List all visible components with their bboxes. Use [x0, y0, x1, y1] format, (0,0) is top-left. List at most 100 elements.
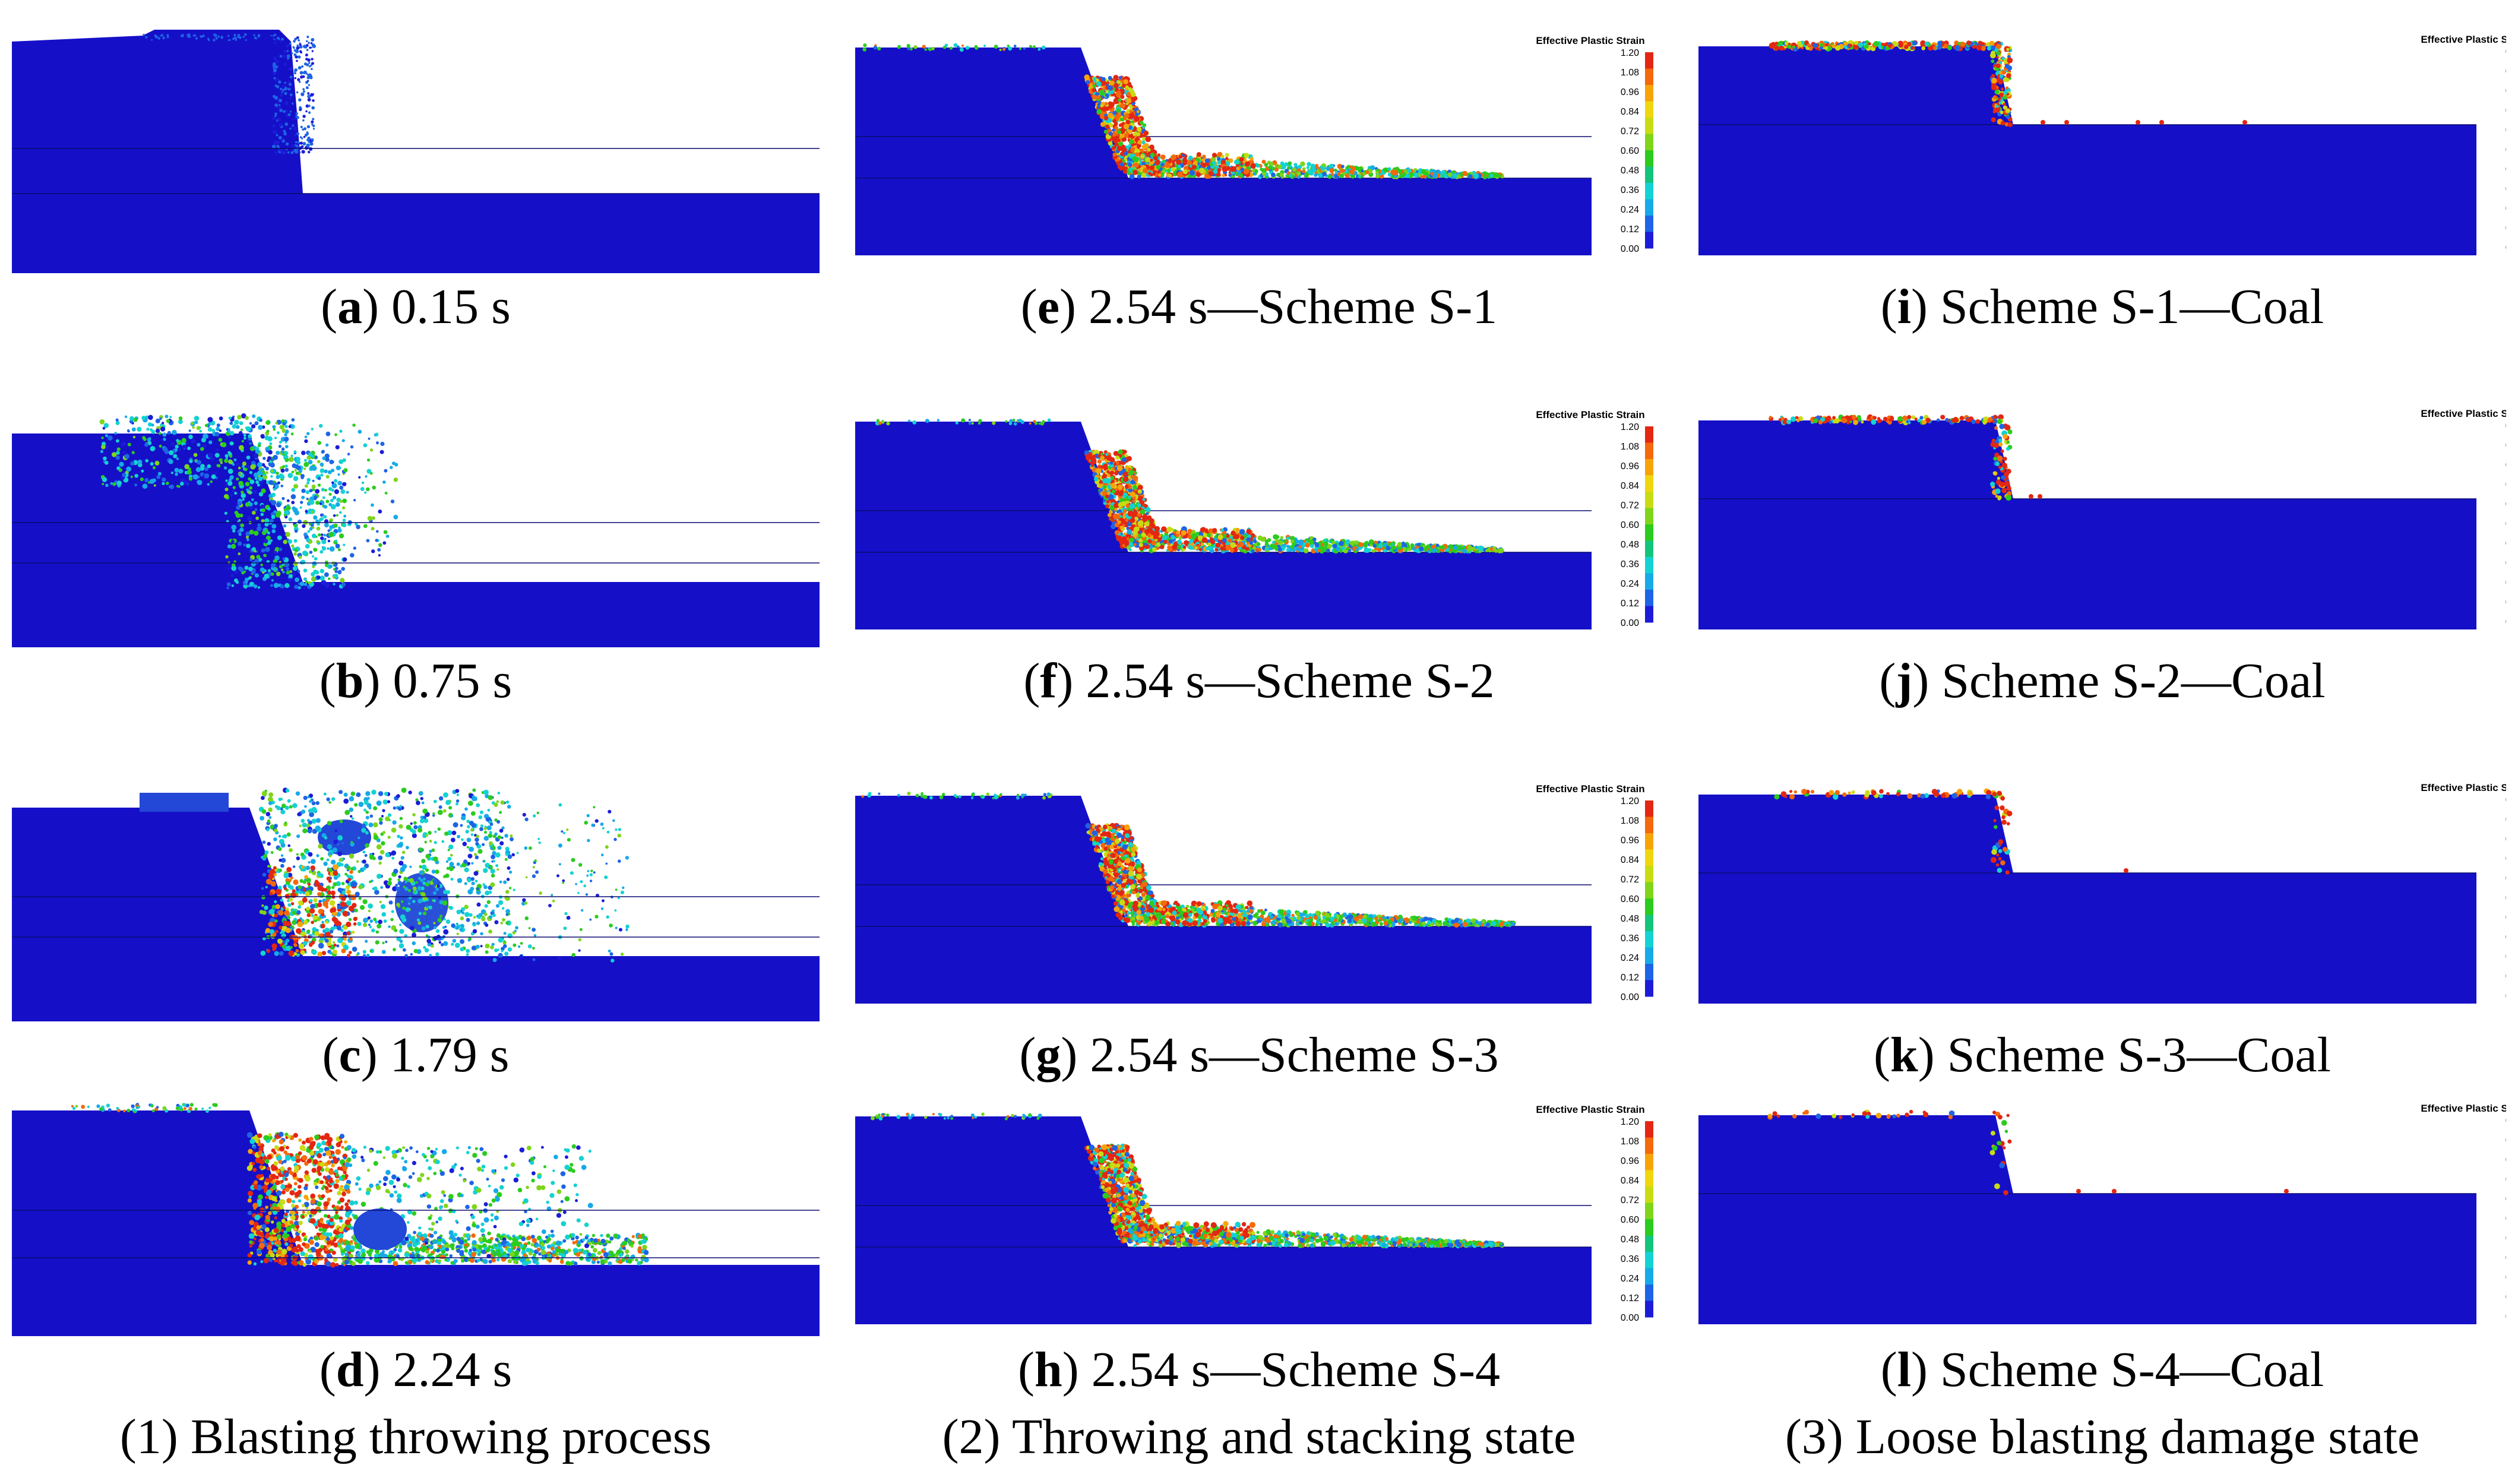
- fly-rock-particle: [329, 460, 334, 464]
- fly-rock-particle: [371, 549, 375, 553]
- fly-rock-particle: [578, 938, 581, 941]
- fractured-particle: [245, 39, 247, 41]
- muck-particle: [289, 1220, 294, 1224]
- fly-rock-particle: [230, 543, 236, 549]
- fly-rock-particle: [589, 879, 593, 882]
- fly-rock-particle: [279, 441, 282, 444]
- fly-rock-particle: [337, 480, 343, 486]
- fly-rock-particle: [239, 421, 243, 425]
- fly-rock-particle: [302, 941, 308, 946]
- muck-particle: [335, 1231, 340, 1235]
- fly-rock-particle: [443, 890, 448, 894]
- muck-particle: [330, 1262, 336, 1268]
- muck-particle: [308, 1144, 314, 1150]
- muck-particle: [609, 1251, 614, 1255]
- fly-rock-particle: [358, 1251, 361, 1254]
- fly-rock-particle: [271, 943, 277, 949]
- fractured-particle: [291, 52, 293, 55]
- fly-rock-particle: [366, 954, 370, 957]
- fly-rock-particle: [337, 937, 343, 944]
- surface-particle: [106, 1103, 110, 1108]
- fly-rock-particle: [102, 426, 106, 430]
- surface-particle: [185, 1103, 190, 1108]
- fly-rock-particle: [602, 899, 605, 903]
- fly-rock-particle: [382, 1176, 388, 1182]
- fly-rock-particle: [249, 422, 252, 425]
- fly-rock-particle: [571, 858, 575, 862]
- muck-particle: [507, 1248, 513, 1253]
- fly-rock-particle: [475, 841, 479, 846]
- muck-particle: [295, 1155, 300, 1160]
- fly-rock-particle: [321, 533, 324, 536]
- muck-particle: [429, 1259, 433, 1262]
- fly-rock-particle: [325, 931, 331, 937]
- fly-rock-particle: [489, 831, 492, 834]
- muck-particle: [323, 1235, 327, 1239]
- fly-rock-particle: [398, 943, 404, 948]
- fly-rock-particle: [197, 480, 203, 485]
- muck-particle: [308, 1254, 314, 1260]
- fly-rock-particle: [472, 795, 475, 799]
- muck-particle: [366, 1250, 370, 1254]
- fly-rock-particle: [203, 444, 207, 448]
- fly-rock-particle: [325, 457, 330, 462]
- fly-rock-particle: [286, 538, 289, 541]
- fly-rock-particle: [176, 457, 179, 460]
- fly-rock-particle: [470, 833, 474, 836]
- fly-rock-particle: [425, 868, 429, 872]
- fly-rock-particle: [340, 929, 344, 932]
- fly-rock-particle: [365, 815, 369, 819]
- fly-rock-particle: [549, 1193, 555, 1198]
- fly-rock-particle: [274, 900, 277, 904]
- fly-rock-particle: [530, 1160, 534, 1165]
- muck-particle: [1108, 75, 1112, 80]
- muck-particle: [249, 1240, 253, 1244]
- muck-particle: [298, 1199, 302, 1203]
- fly-rock-particle: [315, 818, 321, 823]
- fractured-particle: [229, 39, 231, 41]
- fly-rock-particle: [292, 571, 296, 576]
- muck-particle: [263, 1258, 269, 1264]
- fly-rock-particle: [279, 838, 284, 844]
- fly-rock-particle: [252, 445, 257, 450]
- fractured-particle: [213, 33, 216, 36]
- muck-particle: [338, 1233, 344, 1239]
- fractured-particle: [287, 113, 291, 116]
- muck-particle: [344, 1202, 349, 1207]
- muck-particle: [532, 1238, 537, 1243]
- panel-letter: d: [336, 1342, 364, 1397]
- muck-particle: [551, 1233, 555, 1238]
- fly-rock-particle: [309, 899, 313, 903]
- muck-particle: [1111, 146, 1115, 150]
- fly-rock-particle: [458, 1173, 462, 1177]
- fly-rock-particle: [349, 807, 354, 812]
- fly-rock-particle: [381, 815, 384, 818]
- muck-particle: [314, 1134, 320, 1140]
- muck-particle: [511, 1241, 516, 1247]
- fractured-particle: [281, 85, 284, 87]
- fly-rock-particle: [385, 852, 390, 858]
- fly-rock-particle: [122, 451, 126, 454]
- muck-particle: [339, 1219, 343, 1223]
- fly-rock-particle: [487, 808, 491, 812]
- fly-rock-particle: [168, 459, 173, 464]
- fly-rock-particle: [426, 880, 431, 884]
- fractured-particle: [308, 84, 311, 86]
- muck-particle: [1101, 77, 1106, 81]
- muck-particle: [278, 1131, 284, 1137]
- fly-rock-particle: [584, 821, 588, 825]
- fly-rock-particle: [384, 469, 388, 473]
- fly-rock-particle: [219, 416, 223, 420]
- muck-particle: [279, 1199, 286, 1205]
- fly-rock-particle: [492, 851, 496, 856]
- fly-rock-particle: [407, 1209, 413, 1215]
- fly-rock-particle: [349, 937, 353, 941]
- muck-particle: [264, 1159, 270, 1164]
- surface-particle: [131, 1104, 135, 1109]
- fly-rock-particle: [311, 950, 317, 955]
- fly-rock-particle: [333, 864, 339, 871]
- muck-particle: [561, 1253, 566, 1258]
- fly-rock-particle: [382, 1156, 386, 1159]
- fly-rock-particle: [473, 916, 476, 919]
- fractured-particle: [273, 94, 276, 98]
